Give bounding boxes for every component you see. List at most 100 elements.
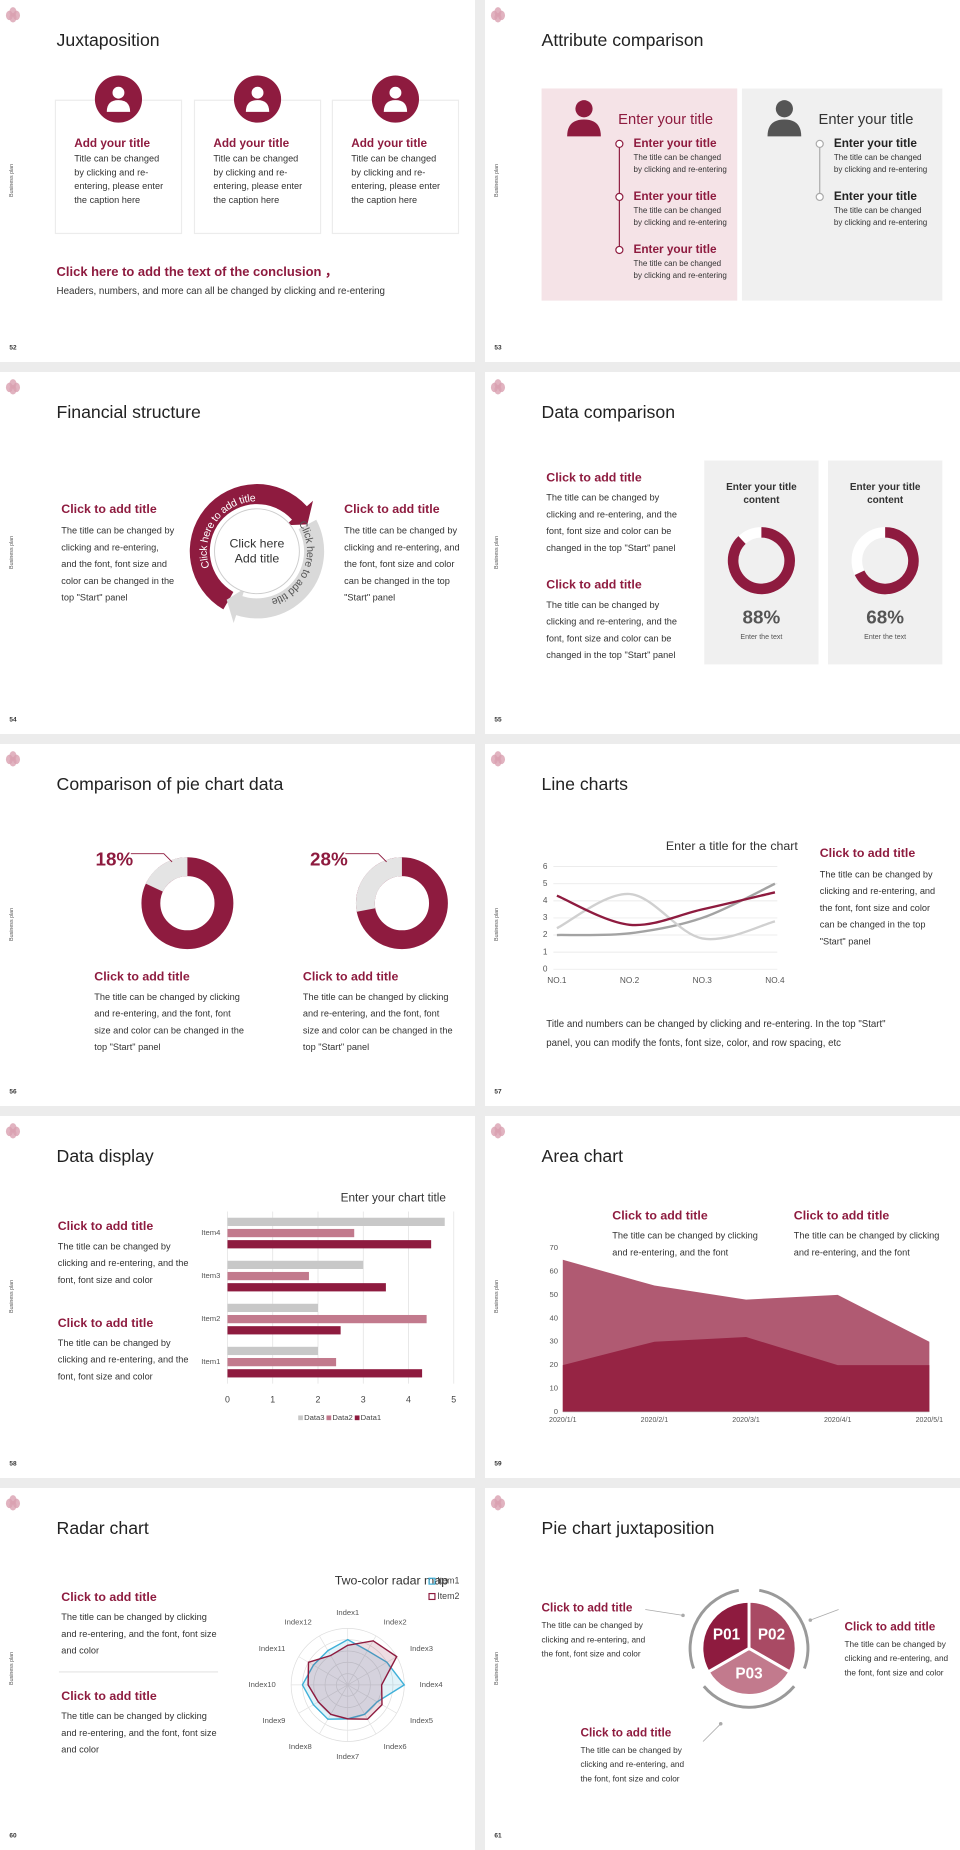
sector-label: P02 — [758, 1626, 785, 1643]
timeline-dot — [815, 192, 824, 202]
donut-value — [727, 527, 795, 595]
body-line: can be changed in the top — [344, 576, 450, 586]
logo — [494, 1501, 502, 1511]
body-line: entering, please enter — [351, 181, 440, 191]
timeline-dot — [815, 139, 824, 148]
body-line: entering, please enter — [213, 181, 302, 191]
spoke — [298, 1684, 348, 1714]
side-label: Business plan — [9, 1652, 15, 1685]
logo — [9, 385, 17, 395]
body-line: The title can be changed by — [844, 1640, 946, 1649]
body-line: by clicking and re- — [213, 167, 287, 177]
logo — [494, 757, 502, 767]
card-heading: Add your title — [351, 137, 427, 150]
body-line: The title can be changed by clicking — [612, 1231, 758, 1241]
legend-label: Item2 — [437, 1591, 459, 1601]
body-line: content — [867, 495, 904, 506]
body-line: the font, font size and color — [542, 1649, 641, 1658]
item-heading: Enter your title — [834, 137, 917, 150]
value-label: 18% — [95, 849, 133, 870]
axis-label: Index3 — [410, 1644, 433, 1653]
body-line: and re-entering, and the font, font size — [61, 1629, 216, 1639]
logo — [9, 13, 17, 23]
axis-label: Index4 — [420, 1680, 444, 1689]
person-icon — [389, 86, 402, 99]
item-heading: Enter your title — [834, 190, 917, 203]
x-tick-label: 5 — [451, 1394, 456, 1404]
body-line: and re-entering, and the font — [612, 1247, 728, 1257]
logo — [494, 385, 502, 395]
page-number: 59 — [494, 1460, 502, 1467]
body-line: panel, you can modify the fonts, font si… — [546, 1038, 841, 1049]
spoke — [347, 1635, 377, 1686]
x-tick-label: 1 — [270, 1394, 275, 1404]
body-line: The title can be changed by — [344, 526, 457, 536]
y-tick-label: Item2 — [201, 1314, 220, 1323]
connector-dot — [718, 1722, 723, 1726]
side-label: Business plan — [9, 1280, 15, 1313]
body-line: The title can be changed — [634, 153, 722, 162]
block-heading: Click to add title — [546, 578, 642, 592]
x-tick-label: 3 — [361, 1394, 366, 1404]
y-tick-label: 5 — [543, 879, 548, 888]
x-tick-label: NO.4 — [765, 976, 785, 985]
y-tick-label: 10 — [550, 1384, 559, 1393]
body-line: clicking and re-entering, and the — [546, 617, 677, 627]
donut-value — [356, 857, 403, 912]
y-tick-label: 2 — [543, 930, 548, 939]
slide: Business plan 61 Pie chart juxtaposition P0… — [485, 1488, 960, 1850]
bar — [227, 1240, 432, 1249]
block-heading: Click to add title — [612, 1209, 708, 1223]
side-label: Business plan — [494, 536, 500, 569]
body-line: and re-entering, and the font, font — [303, 1009, 440, 1019]
body-line: color can be changed in the — [61, 576, 174, 586]
bar — [227, 1369, 423, 1378]
body-line: content — [743, 495, 780, 506]
ring-arrow — [688, 1588, 740, 1670]
bar — [227, 1260, 364, 1270]
spoke — [347, 1684, 397, 1714]
axis-label: Index6 — [384, 1742, 407, 1751]
timeline-dot — [615, 245, 624, 255]
axis-label: Index7 — [336, 1752, 359, 1761]
body-line: entering, please enter — [74, 181, 163, 191]
item-heading: Enter your title — [634, 243, 717, 256]
slide: Business plan 60 Radar chart Click to add t… — [0, 1488, 475, 1850]
spoke — [319, 1635, 349, 1686]
x-tick-label: 2020/1/1 — [549, 1417, 577, 1424]
body-line: The title can be changed by clicking — [61, 1612, 207, 1622]
x-tick-label: 2020/5/1 — [916, 1417, 944, 1424]
axis-label: Index5 — [410, 1716, 433, 1725]
slide: Business plan 59 Area chart Click to add ti… — [485, 1116, 960, 1478]
bar — [227, 1303, 319, 1313]
y-tick-label: 50 — [550, 1290, 559, 1299]
body-line: "Start" panel — [820, 936, 871, 946]
logo — [494, 13, 502, 23]
block-heading: Click to add title — [794, 1209, 890, 1223]
body-line: The title can be changed by — [546, 493, 659, 503]
slide-title: Data comparison — [542, 402, 675, 422]
body-line: size and color can be changed in the — [94, 1025, 244, 1035]
logo — [494, 1129, 502, 1139]
body-line: Enter your title — [850, 482, 921, 493]
body-line: clicking and re-entering, and — [344, 542, 459, 552]
body-line: can be changed in the top — [820, 920, 926, 930]
bar — [227, 1217, 445, 1226]
spoke — [347, 1656, 397, 1686]
line-series — [556, 892, 776, 941]
slide: Business plan 54 Financial structure Click … — [0, 372, 475, 734]
body-line: The title can be changed — [834, 206, 922, 215]
y-tick-label: 30 — [550, 1337, 559, 1346]
body-line: and re-entering, and the font — [794, 1247, 910, 1257]
timeline-dot — [615, 192, 624, 202]
y-tick-label: 20 — [550, 1360, 559, 1369]
page-number: 55 — [494, 716, 502, 723]
person-icon — [575, 100, 593, 118]
person-icon — [775, 100, 793, 118]
body-line: clicking and re-entering, and the — [546, 509, 677, 519]
body-line: top "Start" panel — [303, 1042, 369, 1052]
slide-title: Area chart — [542, 1146, 624, 1166]
x-tick-label: 2 — [316, 1394, 321, 1404]
logo — [9, 757, 17, 767]
body-line: and color — [61, 1646, 99, 1656]
